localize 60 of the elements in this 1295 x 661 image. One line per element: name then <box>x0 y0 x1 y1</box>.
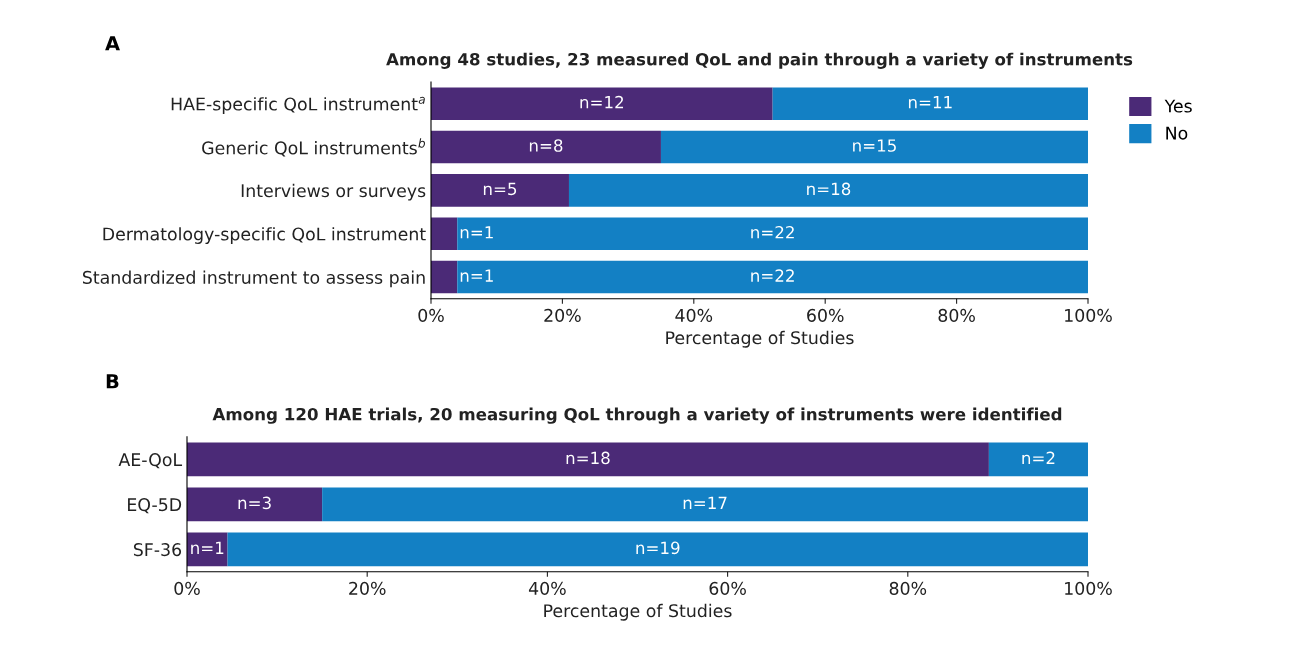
bar <box>988 442 1088 477</box>
annotation: n=5 <box>483 182 517 196</box>
x-tick-label: 0% <box>418 308 444 322</box>
x-tick-label: 40% <box>675 308 713 322</box>
x-tick-label: 80% <box>889 581 927 595</box>
annotation: n=8 <box>529 139 563 152</box>
annotation: n=3 <box>238 496 271 510</box>
bar <box>227 532 1088 567</box>
y-tick-label: Interviews or surveys <box>241 183 426 201</box>
bar <box>322 487 1088 522</box>
annotation: n=19 <box>636 541 680 555</box>
annotation: n=18 <box>566 451 610 465</box>
x-axis-title: Percentage of Studies <box>544 603 732 621</box>
bar <box>431 174 569 207</box>
x-tick-label: 80% <box>938 308 975 322</box>
x-tick-label: 60% <box>807 308 844 322</box>
bar <box>457 260 1088 294</box>
bar <box>431 130 661 164</box>
bar <box>660 130 1088 164</box>
x-tick-label: 100% <box>1065 581 1112 595</box>
annotation: n=15 <box>853 139 896 152</box>
annotation: n=1 <box>191 541 224 554</box>
y-tick-label: Generic QoL instruments$^{b}$ <box>202 138 426 157</box>
bar <box>187 442 989 477</box>
x-tick-label: 100% <box>1065 308 1112 322</box>
x-axis-title: Percentage of Studies <box>666 330 854 348</box>
annotation: n=2 <box>1022 451 1055 464</box>
bar <box>187 487 323 522</box>
y-tick-label: EQ-5D <box>128 498 182 514</box>
y-tick-label: AE-QoL <box>118 453 183 469</box>
annotation: n=18 <box>807 182 851 196</box>
annotation: n=12 <box>580 95 624 109</box>
x-tick-label: 20% <box>544 308 581 322</box>
annotation: n=17 <box>683 496 727 509</box>
annotation: n=1 <box>460 226 493 239</box>
legend-label: Yes <box>1164 99 1192 113</box>
text: A <box>105 36 120 51</box>
bar <box>431 217 458 250</box>
x-tick-label: 0% <box>174 581 200 595</box>
legend-label: No <box>1166 126 1188 140</box>
bar <box>431 87 773 120</box>
x-tick-label: 20% <box>349 581 386 595</box>
annotation: n=22 <box>751 225 794 239</box>
annotation: n=11 <box>908 96 952 109</box>
chart-title: Among 48 studies, 23 measured QoL and pain through a variety of instruments <box>386 52 1133 69</box>
bar <box>772 87 1088 120</box>
bar <box>187 532 228 567</box>
y-tick-label: HAE-specific QoL instrument$^{a}$ <box>171 96 425 114</box>
x-tick-label: 60% <box>709 581 746 595</box>
annotation: n=1 <box>460 269 493 282</box>
chart-title: Among 120 HAE trials, 20 measuring QoL through a variety of instruments were identified <box>212 407 1062 424</box>
y-tick-label: Dermatology-specific QoL instrument <box>103 227 426 244</box>
bar <box>457 217 1088 250</box>
bar <box>568 174 1088 207</box>
text: B <box>106 374 119 389</box>
bar <box>431 260 458 294</box>
y-tick-label: SF-36 <box>133 543 182 557</box>
x-tick-label: 40% <box>528 581 566 595</box>
y-tick-label: Standardized instrument to assess pain <box>82 270 425 288</box>
annotation: n=22 <box>751 269 794 282</box>
